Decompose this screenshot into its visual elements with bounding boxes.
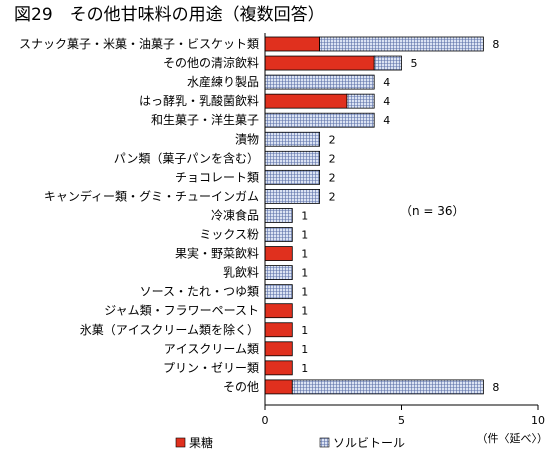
bar-segment-sorbitol (373, 55, 402, 71)
category-label: アイスクリーム類 (164, 342, 259, 356)
bar-segment-sorbitol (264, 284, 293, 300)
category-label: 漬物 (235, 131, 259, 146)
category-label: ミックス粉 (199, 228, 259, 242)
value-labels: 8 5 4 4 4 2 2 2 2 1 1 1 1 1 1 1 1 1 8 (301, 38, 499, 394)
bar-segment-sorbitol (319, 36, 484, 52)
bar-segment-sorbitol (264, 74, 375, 90)
category-label: 果実・野菜飲料 (175, 246, 259, 261)
bar-value-label: 2 (329, 171, 336, 184)
bar-segment-sugar (264, 93, 348, 109)
x-axis-unit: （件〈延べ〉） (477, 432, 549, 445)
category-labels: スナック菓子・米菓・油菓子・ビスケット類その他の清涼飲料水産練り製品はっ酵乳・乳… (19, 37, 259, 394)
bar-value-label: 1 (301, 286, 308, 299)
x-tick-label: 0 (262, 414, 269, 427)
category-label: ソース・たれ・つゆ類 (140, 285, 259, 299)
sample-size-annotation: （n = 36） (400, 204, 465, 218)
x-tick-label: 10 (531, 414, 545, 427)
bar-segment-sugar (264, 360, 293, 376)
category-label: 氷菓（アイスクリーム類を除く） (80, 322, 259, 337)
category-label: プリン・ゼリー類 (163, 361, 259, 375)
category-label: 水産練り製品 (187, 74, 259, 89)
bar-value-label: 4 (383, 95, 390, 108)
category-label: ジャム類・フラワーペースト (104, 304, 259, 318)
bar-value-label: 8 (492, 381, 499, 394)
legend-label-sorbitol: ソルビトール (333, 436, 405, 450)
category-label: 冷凍食品 (211, 207, 259, 222)
bar-segment-sorbitol (291, 379, 484, 395)
bar-segment-sugar (264, 379, 293, 395)
bar-value-label: 5 (411, 57, 418, 70)
bar-segment-sorbitol (264, 208, 293, 223)
category-label: はっ酵乳・乳酸菌飲料 (139, 93, 259, 108)
bar-value-label: 2 (329, 133, 336, 146)
bar-segment-sugar (264, 322, 293, 338)
bar-value-label: 1 (301, 362, 308, 375)
category-label: 和生菓子・洋生菓子 (151, 112, 259, 127)
legend-swatch-sugar (175, 437, 186, 448)
bar-segment-sorbitol (264, 112, 375, 128)
bar-value-label: 1 (301, 343, 308, 356)
legend-swatch-sorbitol (319, 437, 330, 448)
bar-segment-sorbitol (264, 150, 320, 166)
bar-value-label: 8 (492, 38, 499, 51)
category-label: キャンディー類・グミ・チューインガム (44, 188, 259, 203)
x-axis-ticks: 0 5 10 (262, 405, 545, 427)
x-tick-label: 5 (398, 414, 405, 427)
category-label: その他 (223, 380, 259, 394)
bar-segment-sorbitol (346, 93, 375, 109)
category-label: スナック菓子・米菓・油菓子・ビスケット類 (19, 37, 259, 51)
bar-value-label: 1 (301, 324, 308, 337)
bar-value-label: 4 (383, 76, 390, 89)
bar-segment-sugar (264, 36, 320, 52)
bar-value-label: 1 (301, 267, 308, 280)
bar-segment-sugar (264, 55, 375, 71)
chart-title: 図29 その他甘味料の用途（複数回答） (14, 5, 325, 25)
bar-value-label: 1 (301, 209, 308, 222)
bar-value-label: 2 (329, 152, 336, 165)
bar-segment-sorbitol (264, 131, 320, 147)
bar-value-label: 1 (301, 229, 308, 242)
bar-value-label: 1 (301, 248, 308, 261)
category-label: 乳飲料 (223, 265, 259, 280)
bar-segment-sugar (264, 246, 293, 261)
category-label: パン類（菓子パンを含む） (114, 150, 259, 165)
legend-label-sugar: 果糖 (189, 435, 213, 450)
category-label: その他の清涼飲料 (163, 55, 259, 70)
bar-segment-sorbitol (264, 188, 320, 204)
bar-segment-sorbitol (264, 169, 320, 185)
bar-value-label: 1 (301, 305, 308, 318)
category-label: チョコレート類 (175, 170, 259, 184)
bar-value-label: 2 (329, 190, 336, 203)
bar-segment-sorbitol (264, 227, 293, 242)
bar-value-label: 4 (383, 114, 390, 127)
legend: 果糖 ソルビトール (175, 435, 405, 450)
bar-segment-sugar (264, 341, 293, 357)
bar-segment-sugar (264, 303, 293, 319)
bar-segment-sorbitol (264, 265, 293, 281)
